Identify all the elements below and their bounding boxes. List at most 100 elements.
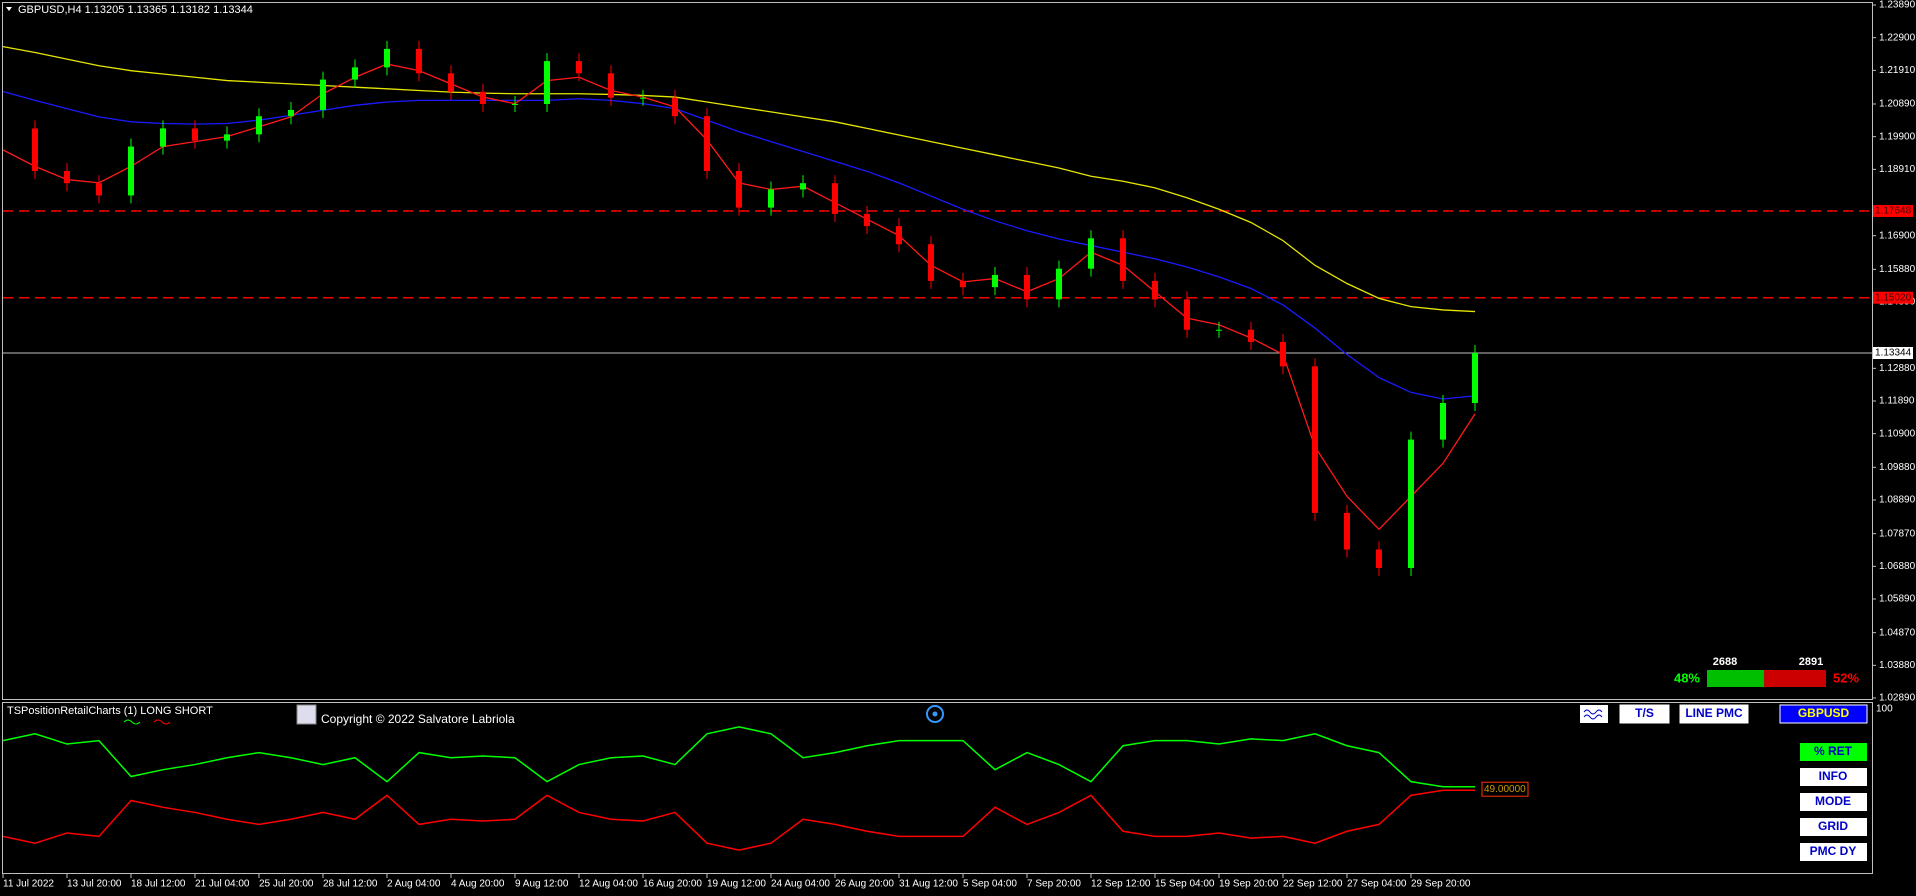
side-button[interactable] <box>1800 743 1867 761</box>
candle <box>864 213 870 227</box>
logo-icon <box>296 704 317 725</box>
x-tick-label: 21 Jul 04:00 <box>195 879 250 890</box>
y-tick-label: 1.09880 <box>1879 462 1916 473</box>
candle <box>992 274 998 288</box>
x-tick-label: 12 Aug 04:00 <box>579 879 638 890</box>
candle <box>544 61 550 104</box>
top-button[interactable] <box>1619 704 1670 724</box>
candle <box>608 73 614 98</box>
top-button-label: T/S <box>1635 706 1654 720</box>
candle <box>1216 329 1222 331</box>
y-tick-label: 1.03880 <box>1879 660 1916 671</box>
candle <box>320 79 326 110</box>
side-button[interactable] <box>1800 768 1867 786</box>
x-tick-label: 15 Sep 04:00 <box>1155 879 1215 890</box>
candle <box>1472 353 1478 403</box>
ind-tick-label: 100 <box>1876 704 1893 715</box>
x-tick-label: 24 Aug 04:00 <box>771 879 830 890</box>
x-tick-label: 28 Jul 12:00 <box>323 879 378 890</box>
candle <box>224 134 230 141</box>
level-tag <box>1873 347 1913 360</box>
side-button[interactable] <box>1800 843 1867 861</box>
candle <box>1312 366 1318 513</box>
y-tick-label: 1.05890 <box>1879 594 1916 605</box>
moving-average <box>2 45 1476 313</box>
y-tick-label: 1.10900 <box>1879 428 1916 439</box>
candle <box>672 97 678 117</box>
side-button-label: PMC DY <box>1810 844 1857 858</box>
y-tick-label: 1.12880 <box>1879 363 1916 374</box>
top-button[interactable] <box>1679 704 1749 724</box>
target-dot <box>932 711 938 717</box>
candle <box>64 170 70 184</box>
candle <box>256 116 262 135</box>
long-count: 2688 <box>1713 656 1737 668</box>
top-button-label: LINE PMC <box>1685 706 1743 720</box>
y-tick-label: 1.04870 <box>1879 627 1916 638</box>
x-tick-label: 29 Sep 20:00 <box>1411 879 1471 890</box>
top-button-label: GBPUSD <box>1798 706 1850 720</box>
x-tick-label: 2 Aug 04:00 <box>387 879 441 890</box>
candle <box>768 189 774 208</box>
x-tick-label: 4 Aug 20:00 <box>451 879 505 890</box>
indicator-frame <box>2 702 1873 874</box>
y-tick-label: 1.19900 <box>1879 131 1916 142</box>
candle <box>1088 238 1094 269</box>
legend-short <box>153 719 171 725</box>
y-tick-label: 1.21910 <box>1879 65 1916 76</box>
side-button-label: % RET <box>1814 744 1853 758</box>
y-tick-label: 1.08890 <box>1879 495 1916 506</box>
candle <box>1120 238 1126 281</box>
short-count: 2891 <box>1799 656 1823 668</box>
x-tick-label: 25 Jul 20:00 <box>259 879 314 890</box>
x-tick-label: 27 Sep 04:00 <box>1347 879 1407 890</box>
candle <box>448 73 454 92</box>
candle <box>96 183 102 196</box>
y-tick-label: 1.11890 <box>1879 396 1915 407</box>
moving-average <box>2 90 1476 400</box>
x-tick-label: 9 Aug 12:00 <box>515 879 569 890</box>
candle <box>1056 268 1062 300</box>
y-tick-label: 1.02890 <box>1879 693 1916 704</box>
candle <box>704 116 710 171</box>
candle <box>960 280 966 288</box>
menu-arrow[interactable] <box>6 7 12 11</box>
candle <box>352 67 358 80</box>
x-tick-label: 13 Jul 20:00 <box>67 879 122 890</box>
side-button-label: GRID <box>1818 819 1848 833</box>
price-frame <box>2 2 1873 700</box>
x-tick-label: 7 Sep 20:00 <box>1027 879 1081 890</box>
short-pct: 52% <box>1833 670 1859 685</box>
candle <box>1408 439 1414 568</box>
level-label: 1.13344 <box>1875 348 1912 359</box>
candle <box>1024 274 1030 300</box>
long-pct: 48% <box>1674 670 1700 685</box>
x-tick-label: 12 Sep 12:00 <box>1091 879 1151 890</box>
symbol-header: GBPUSD,H4 1.13205 1.13365 1.13182 1.1334… <box>18 4 253 16</box>
y-tick-label: 1.23890 <box>1879 0 1916 11</box>
side-button[interactable] <box>1800 818 1867 836</box>
x-tick-label: 19 Sep 20:00 <box>1219 879 1279 890</box>
wave-icon <box>1583 709 1603 720</box>
candle <box>576 61 582 74</box>
x-tick-label: 5 Sep 04:00 <box>963 879 1017 890</box>
side-button-label: INFO <box>1819 769 1848 783</box>
top-button[interactable] <box>1779 704 1868 724</box>
short-bar <box>1764 670 1826 687</box>
y-tick-label: 1.06880 <box>1879 561 1916 572</box>
x-tick-label: 18 Jul 12:00 <box>131 879 186 890</box>
candle <box>288 109 294 117</box>
candle <box>800 183 806 190</box>
candle <box>736 170 742 208</box>
value-label: 49.00000 <box>1484 784 1526 795</box>
candle <box>416 48 422 74</box>
candle <box>832 183 838 214</box>
candle <box>1280 341 1286 367</box>
candle <box>1184 299 1190 330</box>
candle <box>928 244 934 281</box>
candle <box>128 146 134 196</box>
x-tick-label: 26 Aug 20:00 <box>835 879 894 890</box>
target-icon[interactable] <box>926 705 944 723</box>
side-button[interactable] <box>1800 793 1867 811</box>
